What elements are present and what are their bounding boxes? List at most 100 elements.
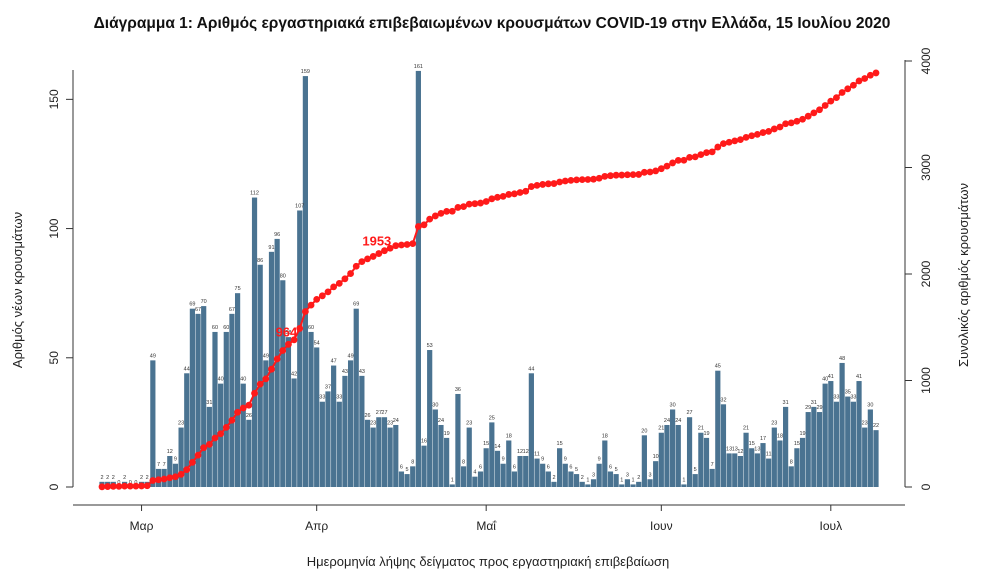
bar-day-18 (201, 306, 207, 487)
cumulative-annotations: 964 1953 3910 (276, 0, 895, 339)
bar-day-45 (353, 308, 359, 487)
bar-day-98 (653, 461, 659, 487)
right-tick-label: 0 (919, 483, 933, 490)
bar-day-55 (410, 466, 416, 487)
cumulative-point-116 (753, 130, 761, 138)
cumulative-point-68 (482, 198, 490, 205)
bar-value-label: 40 (240, 377, 246, 383)
right-tick-label: 4000 (919, 47, 933, 74)
cumulative-point-120 (776, 123, 784, 131)
bar-day-49 (376, 417, 382, 487)
bar-day-58 (427, 350, 433, 487)
left-tick-label: 50 (47, 351, 61, 365)
bar-value-label: 8 (462, 459, 465, 465)
bar-day-85 (579, 481, 585, 487)
bar-value-label: 9 (564, 457, 567, 463)
cumulative-point-8 (143, 482, 151, 490)
cumulative-point-10 (155, 476, 162, 484)
cumulative-point-44 (347, 270, 354, 277)
bar-day-35 (297, 210, 303, 488)
bar-value-label: 29 (816, 405, 822, 411)
bar-day-64 (460, 466, 467, 487)
bar-day-88 (596, 463, 602, 487)
bar-value-label: 24 (675, 418, 681, 424)
cumulative-point-66 (471, 200, 479, 208)
cumulative-point-82 (561, 177, 569, 185)
right-tick-label: 1000 (919, 367, 933, 394)
bar-day-63 (455, 393, 461, 487)
bar-value-label: 12 (167, 449, 173, 455)
cumulative-point-77 (533, 181, 541, 189)
cumulative-point-28 (256, 380, 264, 388)
bar-value-label: 35 (845, 390, 851, 396)
bar-day-108 (709, 468, 715, 487)
bar-value-label: 15 (794, 441, 800, 447)
bar-value-label: 18 (777, 433, 783, 439)
bar-value-label: 5 (694, 467, 697, 473)
bar-day-59 (432, 409, 438, 487)
bar-day-133 (850, 401, 856, 487)
cumulative-point-30 (268, 365, 275, 373)
bar-day-48 (370, 427, 376, 487)
bar-value-label: 42 (291, 371, 297, 377)
bar-day-44 (347, 360, 354, 487)
bar-value-label: 60 (223, 325, 229, 331)
bar-value-label: 2 (146, 475, 149, 481)
bar-day-121 (783, 406, 789, 487)
bar-day-110 (720, 404, 727, 487)
bar-day-90 (607, 471, 614, 487)
cumulative-point-13 (172, 473, 179, 481)
bar-value-label: 15 (557, 441, 563, 447)
bar-day-39 (319, 401, 325, 487)
cumulative-point-19 (205, 441, 213, 448)
bar-value-label: 41 (828, 374, 834, 380)
bar-value-label: 21 (698, 426, 704, 432)
cumulative-point-112 (731, 137, 739, 145)
bar-day-12 (167, 455, 173, 487)
bar-value-label: 23 (862, 421, 868, 427)
bar-value-label: 12 (517, 449, 523, 455)
bar-value-label: 13 (726, 446, 732, 452)
bar-day-83 (568, 471, 574, 487)
bar-value-label: 6 (400, 464, 403, 470)
bar-value-label: 9 (598, 457, 601, 463)
bar-value-label: 23 (771, 421, 777, 427)
bar-value-label: 8 (790, 459, 793, 465)
bar-value-label: 30 (867, 402, 873, 408)
bar-day-67 (477, 471, 484, 487)
cumulative-point-124 (799, 115, 806, 123)
bar-value-label: 9 (174, 457, 177, 463)
bar-value-label: 8 (411, 459, 414, 465)
bar-day-32 (280, 280, 286, 487)
bar-day-33 (285, 337, 292, 487)
bar-day-78 (540, 463, 546, 487)
cumulative-point-117 (759, 129, 767, 136)
bar-day-66 (472, 476, 478, 487)
bar-value-label: 41 (856, 374, 862, 380)
cumulative-point-136 (866, 71, 874, 79)
bar-value-label: 49 (150, 353, 156, 359)
cumulative-point-102 (674, 156, 682, 164)
bar-day-96 (641, 435, 647, 487)
cumulative-point-87 (590, 175, 597, 183)
cumulative-point-29 (262, 375, 270, 383)
bar-value-label: 6 (479, 464, 482, 470)
cumulative-point-38 (313, 295, 321, 303)
cumulative-point-129 (827, 97, 835, 105)
cumulative-point-93 (624, 171, 631, 179)
bar-value-label: 49 (348, 353, 354, 359)
bar-value-label: 54 (314, 340, 320, 346)
bar-value-label: 60 (308, 325, 314, 331)
cumulative-point-5 (126, 482, 134, 490)
bar-day-93 (624, 479, 631, 487)
chart-title: Διάγραμμα 1: Αριθμός εργαστηριακά επιβεβ… (94, 15, 891, 32)
bar-day-16 (189, 308, 195, 487)
bar-value-label: 44 (528, 366, 534, 372)
cumulative-point-114 (742, 133, 750, 141)
cumulative-cases-line (98, 69, 880, 491)
bar-day-102 (675, 424, 681, 487)
right-y-axis-label: Συνολικός αριθμός κρουσμάτων (956, 183, 971, 367)
cumulative-point-2 (109, 482, 117, 490)
cumulative-point-89 (601, 172, 609, 180)
